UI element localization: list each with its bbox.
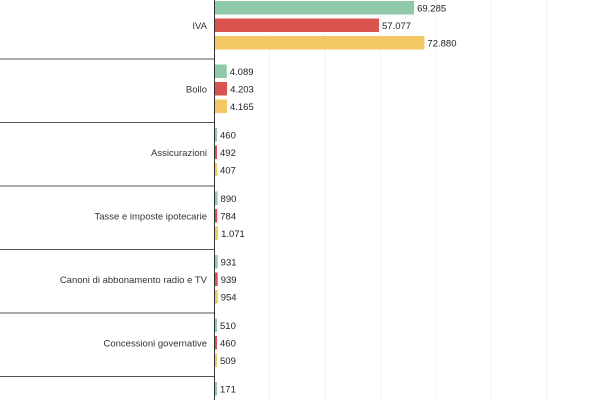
value-label: 4.165: [230, 102, 254, 113]
bar: [215, 99, 227, 113]
value-label: 407: [220, 165, 236, 176]
bar: [215, 255, 218, 269]
category-label: Concessioni governative: [103, 338, 207, 349]
value-label: 460: [220, 130, 236, 141]
value-label: 784: [220, 211, 236, 222]
value-label: 171: [220, 384, 236, 395]
bar: [215, 18, 380, 32]
bar: [215, 226, 219, 240]
category-label: Canoni di abbonamento radio e TV: [60, 275, 208, 286]
value-label: 510: [220, 321, 236, 332]
value-label: 72.880: [427, 38, 456, 49]
value-label: 954: [221, 292, 237, 303]
value-label: 890: [221, 194, 237, 205]
value-label: 460: [220, 338, 236, 349]
bar: [215, 145, 217, 159]
bar: [215, 82, 228, 96]
value-label: 939: [221, 275, 237, 286]
value-label: 4.089: [230, 67, 254, 78]
bar: [215, 191, 218, 205]
category-label: Tasse e imposte ipotecarie: [95, 211, 207, 222]
bar: [215, 128, 217, 142]
bar: [215, 353, 217, 367]
value-label: 57.077: [382, 21, 411, 32]
bar: [215, 290, 218, 304]
category-label: IVA: [192, 21, 207, 32]
category-label: Assicurazioni: [151, 148, 207, 159]
value-label: 4.203: [230, 84, 254, 95]
bar: [215, 209, 218, 223]
value-label: 1.071: [221, 229, 245, 240]
bar: [215, 163, 217, 177]
value-label: 492: [220, 148, 236, 159]
bar: [215, 1, 415, 15]
bar: [215, 318, 217, 332]
bar: [215, 336, 217, 350]
value-label: 931: [221, 257, 237, 268]
bar: [215, 64, 227, 78]
bar: [215, 382, 217, 396]
category-label: Bollo: [186, 84, 207, 95]
value-label: 69.285: [417, 3, 446, 14]
bar: [215, 36, 425, 50]
bar: [215, 272, 218, 286]
value-label: 509: [220, 356, 236, 367]
